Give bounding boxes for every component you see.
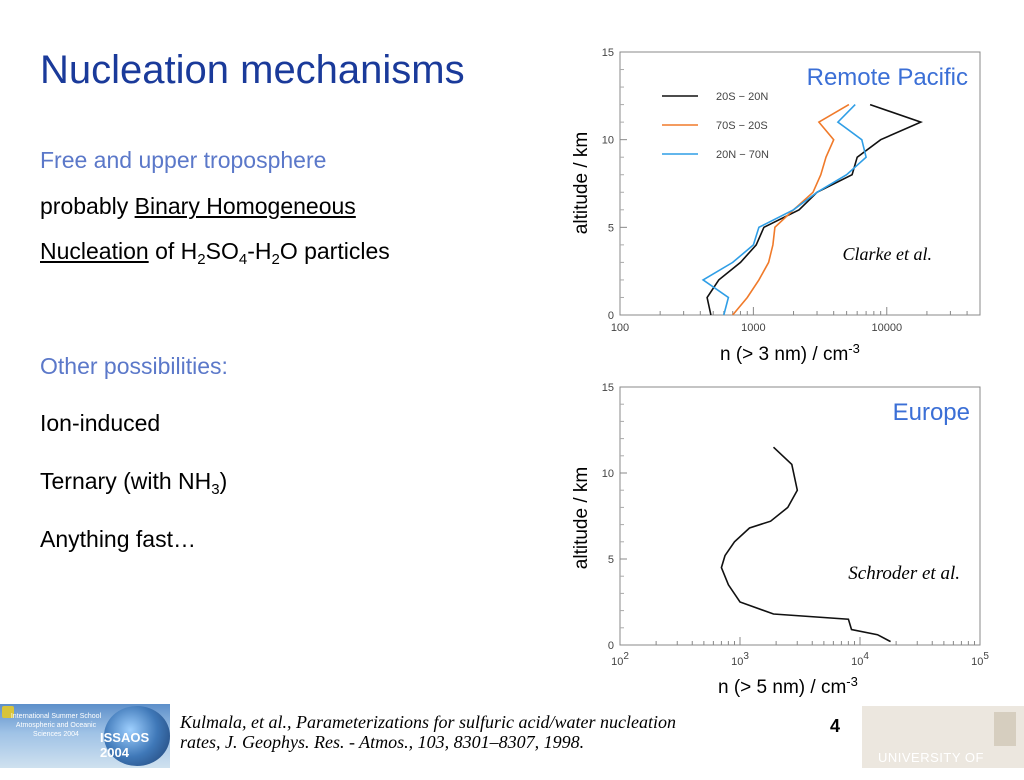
y-tick-label: 5 (608, 222, 614, 234)
item-ion-induced: Ion-induced (40, 410, 161, 436)
subscript-2b: 2 (271, 251, 280, 268)
x-tick-label: 104 (851, 651, 869, 668)
x-axis-title-text: n (> 5 nm) / cm (718, 677, 846, 698)
x-axis-title: n (> 3 nm) / cm-3 (720, 341, 860, 365)
x-tick-exponent: 4 (863, 651, 869, 662)
item-ternary: Ternary (with NH3) (40, 468, 228, 498)
annotation-schroder: Schroder et al. (848, 563, 960, 584)
leeds-logo: UNIVERSITY OF LEEDS (862, 706, 1024, 780)
y-tick-label: 15 (602, 47, 614, 59)
x-tick-base: 10 (731, 656, 743, 668)
series-line-3 (701, 104, 867, 316)
series-line-2 (732, 103, 850, 316)
citation-line-1: Kulmala, et al., Parameterizations for s… (180, 712, 676, 732)
page-number: 4 (830, 716, 841, 736)
y-axis-title: altitude / km (571, 132, 592, 234)
x-tick-exponent: 2 (623, 651, 629, 662)
y-axis-title: altitude / km (571, 467, 592, 569)
logo-left-brand: ISSAOS 2004 (100, 730, 150, 760)
text-so: SO (205, 238, 239, 264)
subscript-3: 3 (211, 481, 220, 498)
y-tick-label: 0 (608, 310, 614, 322)
subscript-2a: 2 (197, 251, 206, 268)
crest-icon (2, 706, 14, 718)
y-tick-label: 10 (602, 135, 614, 147)
plot-frame (619, 51, 981, 316)
text-nucleation-line: Nucleation of H2SO4-H2O particles (40, 238, 390, 268)
x-tick-label: 103 (731, 651, 749, 668)
logo-left-caption: International Summer School Atmospheric … (10, 713, 102, 738)
x-axis-title-sup: -3 (846, 674, 858, 689)
link-binary-homogeneous: Binary Homogeneous (134, 193, 356, 219)
x-tick-label: 105 (971, 651, 989, 668)
heading-other-possibilities: Other possibilities: (40, 353, 228, 379)
tower-icon (994, 712, 1016, 746)
series-group (720, 446, 891, 643)
text-of-h: of H (148, 238, 198, 264)
text-ternary-close: ) (219, 468, 228, 494)
y-tick-label: 5 (608, 554, 614, 566)
x-tick-base: 10 (971, 656, 983, 668)
x-axis-title-sup: -3 (848, 341, 860, 356)
text-ternary: Ternary (with NH (40, 468, 212, 494)
x-tick-label: 1000 (741, 322, 765, 334)
chart-remote-pacific: 0 5 10 15 100 1000 10000 20S − 20N 70S − 20S 20N… (571, 47, 981, 365)
legend: 20S − 20N 70S − 20S 20N − 70N (662, 91, 769, 161)
issaos-logo: International Summer School Atmospheric … (0, 704, 170, 768)
leeds-logo-text: UNIVERSITY OF LEEDS (878, 750, 984, 780)
text-o-particles: O particles (279, 238, 390, 264)
y-tick-label: 10 (602, 468, 614, 480)
legend-label: 70S − 20S (716, 120, 768, 132)
x-axis-title: n (> 5 nm) / cm-3 (718, 674, 858, 698)
link-nucleation: Nucleation (40, 238, 149, 264)
plot-frame (619, 386, 981, 646)
annotation-clarke: Clarke et al. (843, 244, 932, 264)
heading-free-troposphere: Free and upper troposphere (40, 147, 327, 173)
subscript-4: 4 (238, 251, 248, 268)
x-tick-base: 10 (611, 656, 623, 668)
y-tick-label: 15 (602, 382, 614, 394)
citation: Kulmala, et al., Parameterizations for s… (180, 712, 820, 752)
legend-label: 20N − 70N (716, 149, 769, 161)
legend-label: 20S − 20N (716, 91, 768, 103)
tick-group: 0 5 10 15 100 1000 10000 (602, 47, 981, 334)
x-tick-label: 100 (611, 322, 629, 334)
citation-line-2: rates, J. Geophys. Res. - Atmos., 103, 8… (180, 732, 585, 752)
slide-title: Nucleation mechanisms (40, 48, 465, 92)
region-label-remote-pacific: Remote Pacific (807, 64, 968, 91)
x-tick-exponent: 5 (983, 651, 989, 662)
region-label-europe: Europe (893, 399, 970, 426)
series-group (701, 103, 923, 316)
text-probably-bhn: probably Binary Homogeneous (40, 193, 356, 220)
x-axis-title-text: n (> 3 nm) / cm (720, 344, 848, 365)
x-tick-exponent: 3 (743, 651, 749, 662)
series-line-1 (720, 446, 891, 643)
x-tick-base: 10 (851, 656, 863, 668)
footer (0, 700, 1024, 768)
globe-icon (104, 706, 170, 766)
text-dash-h: -H (247, 238, 272, 264)
x-tick-label: 102 (611, 651, 629, 668)
y-tick-label: 0 (608, 640, 614, 652)
text-probably: probably (40, 193, 135, 219)
item-anything-fast: Anything fast… (40, 526, 196, 552)
x-tick-label: 10000 (871, 322, 902, 334)
series-line-1 (706, 103, 923, 316)
